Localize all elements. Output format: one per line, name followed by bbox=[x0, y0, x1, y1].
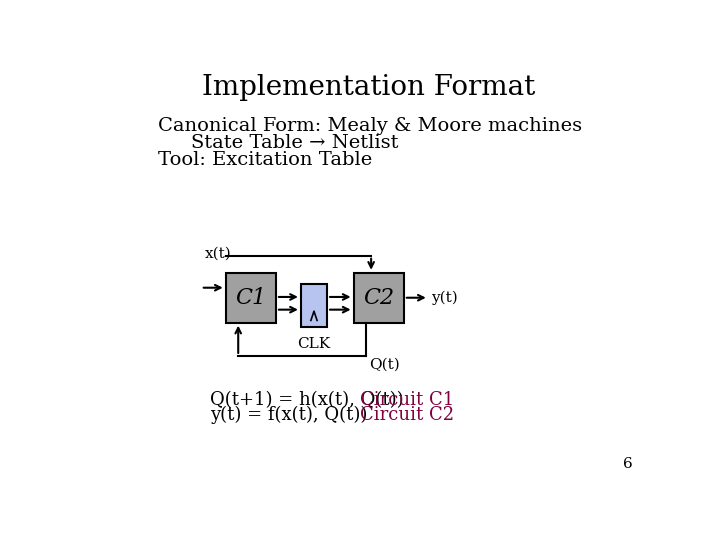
Text: Canonical Form: Mealy & Moore machines: Canonical Form: Mealy & Moore machines bbox=[158, 117, 582, 136]
Bar bbox=[225, 273, 276, 323]
Text: Circuit C2: Circuit C2 bbox=[360, 406, 454, 424]
Text: Tool: Excitation Table: Tool: Excitation Table bbox=[158, 151, 372, 169]
Text: y(t): y(t) bbox=[431, 291, 458, 305]
Text: Implementation Format: Implementation Format bbox=[202, 75, 536, 102]
Text: y(t) = f(x(t), Q(t)): y(t) = f(x(t), Q(t)) bbox=[210, 406, 367, 424]
Bar bbox=[354, 273, 404, 323]
Text: 6: 6 bbox=[623, 457, 632, 471]
Text: Q(t): Q(t) bbox=[369, 357, 400, 372]
Text: C2: C2 bbox=[363, 287, 395, 309]
Text: C1: C1 bbox=[235, 287, 266, 309]
Bar bbox=[301, 284, 327, 327]
Text: Q(t+1) = h(x(t), Q(t)): Q(t+1) = h(x(t), Q(t)) bbox=[210, 391, 404, 409]
Text: State Table → Netlist: State Table → Netlist bbox=[191, 134, 398, 152]
Text: x(t): x(t) bbox=[204, 246, 231, 260]
Text: CLK: CLK bbox=[297, 336, 330, 350]
Text: Circuit C1: Circuit C1 bbox=[360, 391, 454, 409]
